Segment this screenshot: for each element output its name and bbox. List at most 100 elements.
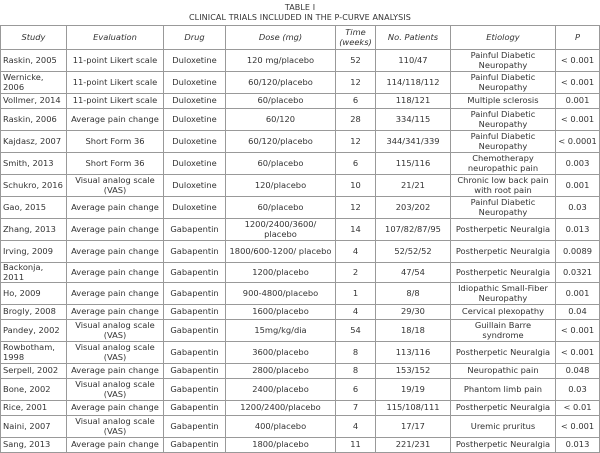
table-row: Bone, 2002 Visual analog scale (VAS) Gabap… — [0, 378, 600, 401]
cell-time: 6 — [335, 378, 376, 401]
column-header-drug: Drug — [163, 25, 226, 50]
cell-p-value: < 0.0001 — [555, 130, 600, 153]
cell-time: 2 — [335, 262, 376, 283]
cell-patients: 334/115 — [375, 108, 451, 131]
column-header-patients: No. Patients — [375, 25, 451, 50]
cell-dose: 60/placebo — [225, 152, 336, 175]
cell-patients: 344/341/339 — [375, 130, 451, 153]
cell-etiology: Painful Diabetic Neuropathy — [450, 71, 556, 94]
table-row: Rice, 2001 Average pain change Gabapentin 1… — [0, 400, 600, 416]
column-header-time: Time (weeks) — [335, 25, 376, 50]
cell-dose: 1200/placebo — [225, 262, 336, 283]
table-label: TABLE I — [284, 3, 316, 12]
cell-study: Schukro, 2016 — [0, 174, 67, 197]
cell-study: Rice, 2001 — [0, 400, 67, 416]
cell-drug: Duloxetine — [163, 108, 226, 131]
cell-study: Rowbotham, 1998 — [0, 341, 67, 364]
cell-patients: 118/121 — [375, 93, 451, 109]
cell-p-value: < 0.001 — [555, 319, 600, 342]
cell-evaluation: Visual analog scale (VAS) — [66, 341, 164, 364]
table-row: Zhang, 2013 Average pain change Gabapentin… — [0, 218, 600, 241]
cell-study: Backonja, 2011 — [0, 262, 67, 283]
cell-p-value: 0.048 — [555, 363, 600, 379]
cell-patients: 8/8 — [375, 282, 451, 305]
cell-etiology: Idiopathic Small-Fiber Neuropathy — [450, 282, 556, 305]
column-header-evaluation: Evaluation — [66, 25, 164, 50]
cell-p-value: < 0.001 — [555, 71, 600, 94]
cell-time: 8 — [335, 341, 376, 364]
table-row: Rowbotham, 1998 Visual analog scale (VAS)… — [0, 341, 600, 364]
cell-time: 52 — [335, 49, 376, 72]
table-title: CLINICAL TRIALS INCLUDED IN THE P-CURVE … — [188, 13, 411, 22]
cell-time: 28 — [335, 108, 376, 131]
table-row: Wernicke, 2006 11-point Likert scale Dulox… — [0, 71, 600, 94]
table-row: Pandey, 2002 Visual analog scale (VAS) Gab… — [0, 319, 600, 342]
table-row: Irving, 2009 Average pain change Gabapenti… — [0, 240, 600, 263]
cell-etiology: Chronic low back pain with root pain — [450, 174, 556, 197]
cell-p-value: < 0.001 — [555, 108, 600, 131]
cell-drug: Gabapentin — [163, 341, 226, 364]
cell-study: Bone, 2002 — [0, 378, 67, 401]
cell-study: Pandey, 2002 — [0, 319, 67, 342]
cell-evaluation: Visual analog scale (VAS) — [66, 319, 164, 342]
cell-dose: 60/120 — [225, 108, 336, 131]
cell-evaluation: Average pain change — [66, 363, 164, 379]
cell-time: 6 — [335, 152, 376, 175]
cell-evaluation: Visual analog scale (VAS) — [66, 378, 164, 401]
cell-dose: 60/120/placebo — [225, 71, 336, 94]
table-row: Raskin, 2006 Average pain change Duloxetin… — [0, 108, 600, 131]
cell-time: 4 — [335, 304, 376, 320]
cell-etiology: Painful Diabetic Neuropathy — [450, 130, 556, 153]
cell-patients: 21/21 — [375, 174, 451, 197]
cell-study: Raskin, 2005 — [0, 49, 67, 72]
cell-dose: 400/placebo — [225, 415, 336, 438]
cell-etiology: Postherpetic Neuralgia — [450, 437, 556, 453]
cell-etiology: Guillain Barre syndrome — [450, 319, 556, 342]
cell-drug: Gabapentin — [163, 400, 226, 416]
cell-study: Irving, 2009 — [0, 240, 67, 263]
cell-study: Raskin, 2006 — [0, 108, 67, 131]
cell-dose: 120 mg/placebo — [225, 49, 336, 72]
cell-etiology: Chemotherapy neuropathic pain — [450, 152, 556, 175]
cell-drug: Gabapentin — [163, 218, 226, 241]
cell-p-value: 0.0089 — [555, 240, 600, 263]
cell-evaluation: Average pain change — [66, 304, 164, 320]
table-row: Smith, 2013 Short Form 36 Duloxetine 60/pla… — [0, 152, 600, 175]
cell-dose: 15mg/kg/dia — [225, 319, 336, 342]
cell-p-value: < 0.001 — [555, 341, 600, 364]
cell-study: Vollmer, 2014 — [0, 93, 67, 109]
cell-drug: Gabapentin — [163, 378, 226, 401]
cell-evaluation: Average pain change — [66, 437, 164, 453]
cell-time: 14 — [335, 218, 376, 241]
cell-drug: Gabapentin — [163, 240, 226, 263]
cell-time: 54 — [335, 319, 376, 342]
cell-patients: 115/108/111 — [375, 400, 451, 416]
cell-dose: 2800/placebo — [225, 363, 336, 379]
cell-dose: 1600/placebo — [225, 304, 336, 320]
cell-evaluation: 11-point Likert scale — [66, 93, 164, 109]
cell-p-value: 0.0321 — [555, 262, 600, 283]
cell-patients: 221/231 — [375, 437, 451, 453]
cell-p-value: 0.001 — [555, 282, 600, 305]
cell-etiology: Postherpetic Neuralgia — [450, 218, 556, 241]
cell-study: Brogly, 2008 — [0, 304, 67, 320]
table-row: Serpell, 2002 Average pain change Gabapent… — [0, 363, 600, 379]
cell-study: Wernicke, 2006 — [0, 71, 67, 94]
cell-dose: 3600/placebo — [225, 341, 336, 364]
cell-patients: 110/47 — [375, 49, 451, 72]
cell-p-value: 0.003 — [555, 152, 600, 175]
table-row: Kajdasz, 2007 Short Form 36 Duloxetine 60/1… — [0, 130, 600, 153]
clinical-trials-table: Study Evaluation Drug Dose (mg) Time (weeks)… — [0, 25, 600, 453]
cell-time: 8 — [335, 363, 376, 379]
cell-time: 12 — [335, 130, 376, 153]
cell-dose: 1200/2400/placebo — [225, 400, 336, 416]
cell-p-value: 0.04 — [555, 304, 600, 320]
cell-patients: 107/82/87/95 — [375, 218, 451, 241]
cell-study: Serpell, 2002 — [0, 363, 67, 379]
cell-evaluation: Visual analog scale (VAS) — [66, 174, 164, 197]
cell-evaluation: 11-point Likert scale — [66, 71, 164, 94]
cell-drug: Duloxetine — [163, 71, 226, 94]
table-row: Gao, 2015 Average pain change Duloxetine 60… — [0, 196, 600, 219]
cell-drug: Gabapentin — [163, 437, 226, 453]
cell-etiology: Painful Diabetic Neuropathy — [450, 108, 556, 131]
